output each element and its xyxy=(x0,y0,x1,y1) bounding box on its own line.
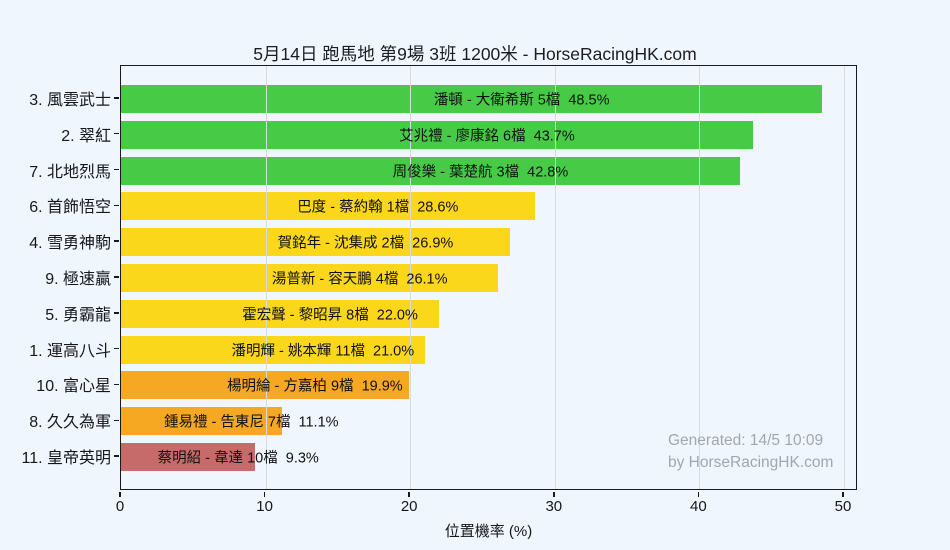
probability-bar xyxy=(121,407,282,436)
y-tick-mark xyxy=(113,97,119,99)
x-tick-mark xyxy=(408,491,410,497)
y-tick-mark xyxy=(113,240,119,242)
x-tick-mark xyxy=(697,491,700,497)
bar-row: 霍宏聲 - 黎昭昇 8檔 22.0% xyxy=(121,296,856,332)
y-tick-mark xyxy=(113,455,119,457)
bar-row: 潘明輝 - 姚本輝 11檔 21.0% xyxy=(121,332,856,368)
probability-bar xyxy=(121,299,440,328)
x-tick-mark xyxy=(263,491,266,497)
y-axis-label: 5. 勇霸龍 xyxy=(45,306,111,324)
y-axis-label: 6. 首飾悟空 xyxy=(29,199,111,217)
gridline-20 xyxy=(410,66,412,489)
y-tick-mark xyxy=(113,204,119,207)
gridline-40 xyxy=(699,66,701,489)
bar-label: 賀銘年 - 沈集成 2檔 26.9% xyxy=(277,235,454,252)
bar-rows: 潘頓 - 大衛希斯 5檔 48.5% 艾兆禮 - 廖康銘 6檔 43.7% 周俊樂 … xyxy=(121,81,856,475)
x-tick-mark xyxy=(119,491,121,497)
probability-bar xyxy=(121,84,823,113)
x-tick-label: 20 xyxy=(400,498,418,515)
y-axis-label: 9. 極速贏 xyxy=(45,270,111,288)
y-tick-mark xyxy=(113,312,119,314)
x-axis-title: 位置機率 (%) xyxy=(444,523,533,540)
x-tick-mark xyxy=(553,491,555,497)
x-tick-label: 30 xyxy=(545,498,563,515)
y-tick-mark xyxy=(113,132,119,135)
y-tick-mark xyxy=(113,168,119,171)
y-axis-label: 4. 雪勇神駒 xyxy=(29,235,111,253)
y-tick-mark xyxy=(113,419,119,422)
bar-row: 楊明綸 - 方嘉柏 9檔 19.9% xyxy=(121,368,856,404)
bar-label: 霍宏聲 - 黎昭昇 8檔 22.0% xyxy=(242,307,418,324)
probability-bar xyxy=(121,192,535,221)
bar-label: 鍾易禮 - 告東尼 7檔 11.1% xyxy=(163,414,339,431)
probability-bar xyxy=(121,263,499,292)
gridline-10 xyxy=(265,66,267,489)
bar-label: 巴度 - 蔡約翰 1檔 28.6% xyxy=(297,199,459,216)
bar-row: 艾兆禮 - 廖康銘 6檔 43.7% xyxy=(121,117,856,153)
bar-row: 蔡明紹 - 韋達 10檔 9.3% xyxy=(121,439,856,475)
bar-row: 鍾易禮 - 告東尼 7檔 11.1% xyxy=(121,403,856,439)
probability-bar xyxy=(121,228,510,257)
y-tick-mark xyxy=(113,347,119,350)
y-tick-mark xyxy=(113,383,119,386)
chart-title: 5月14日 跑馬地 第9場 3班 1200米 - HorseRacingHK.c… xyxy=(253,44,697,64)
gridline-50 xyxy=(843,66,845,489)
probability-bar xyxy=(121,156,740,185)
y-axis-labels: 3. 風雲武士 2. 翠紅 7. 北地烈馬 6. 首飾悟空 4. 雪勇神駒 9. 極速贏 5… xyxy=(0,80,111,474)
watermark: Generated: 14/5 10:09 by HorseRacingHK.c… xyxy=(668,430,833,474)
x-tick-label: 50 xyxy=(834,498,852,515)
y-axis-label: 8. 久久為軍 xyxy=(29,414,111,432)
watermark-line-1: Generated: 14/5 10:09 xyxy=(668,432,824,449)
watermark-line-2: by HorseRacingHK.com xyxy=(668,454,834,471)
probability-bar xyxy=(121,371,409,400)
bar-label: 楊明綸 - 方嘉柏 9檔 19.9% xyxy=(227,378,403,395)
y-axis-label: 7. 北地烈馬 xyxy=(29,163,111,181)
y-axis-label: 3. 風雲武士 xyxy=(29,91,111,109)
probability-bar xyxy=(121,335,425,364)
bar-label: 潘頓 - 大衛希斯 5檔 48.5% xyxy=(433,92,610,109)
y-axis-label: 2. 翠紅 xyxy=(61,127,111,145)
bar-row: 湯普新 - 容天鵬 4檔 26.1% xyxy=(121,260,856,296)
y-tick-mark xyxy=(113,276,119,278)
probability-bar xyxy=(121,120,753,149)
bar-row: 周俊樂 - 葉楚航 3檔 42.8% xyxy=(121,153,856,189)
plot-area: 潘頓 - 大衛希斯 5檔 48.5% 艾兆禮 - 廖康銘 6檔 43.7% 周俊樂 … xyxy=(120,65,857,490)
bar-row: 潘頓 - 大衛希斯 5檔 48.5% xyxy=(121,81,856,117)
y-axis-label: 10. 富心星 xyxy=(36,378,111,396)
y-axis-label: 1. 運高八斗 xyxy=(29,342,111,360)
bar-label: 周俊樂 - 葉楚航 3檔 42.8% xyxy=(392,164,569,181)
bar-row: 巴度 - 蔡約翰 1檔 28.6% xyxy=(121,188,856,224)
x-tick-label: 10 xyxy=(256,498,273,515)
bar-label: 蔡明紹 - 韋達 10檔 9.3% xyxy=(157,450,319,467)
bar-label: 潘明輝 - 姚本輝 11檔 21.0% xyxy=(231,343,415,360)
bar-row: 賀銘年 - 沈集成 2檔 26.9% xyxy=(121,224,856,260)
y-axis-label: 11. 皇帝英明 xyxy=(21,450,111,468)
x-tick-label: 40 xyxy=(690,498,707,515)
bar-label: 艾兆禮 - 廖康銘 6檔 43.7% xyxy=(399,128,575,145)
x-tick-label: 0 xyxy=(115,498,125,515)
probability-bar xyxy=(121,443,256,472)
gridline-30 xyxy=(554,66,556,489)
bar-label: 湯普新 - 容天鵬 4檔 26.1% xyxy=(271,271,448,288)
x-tick-mark xyxy=(842,491,844,497)
